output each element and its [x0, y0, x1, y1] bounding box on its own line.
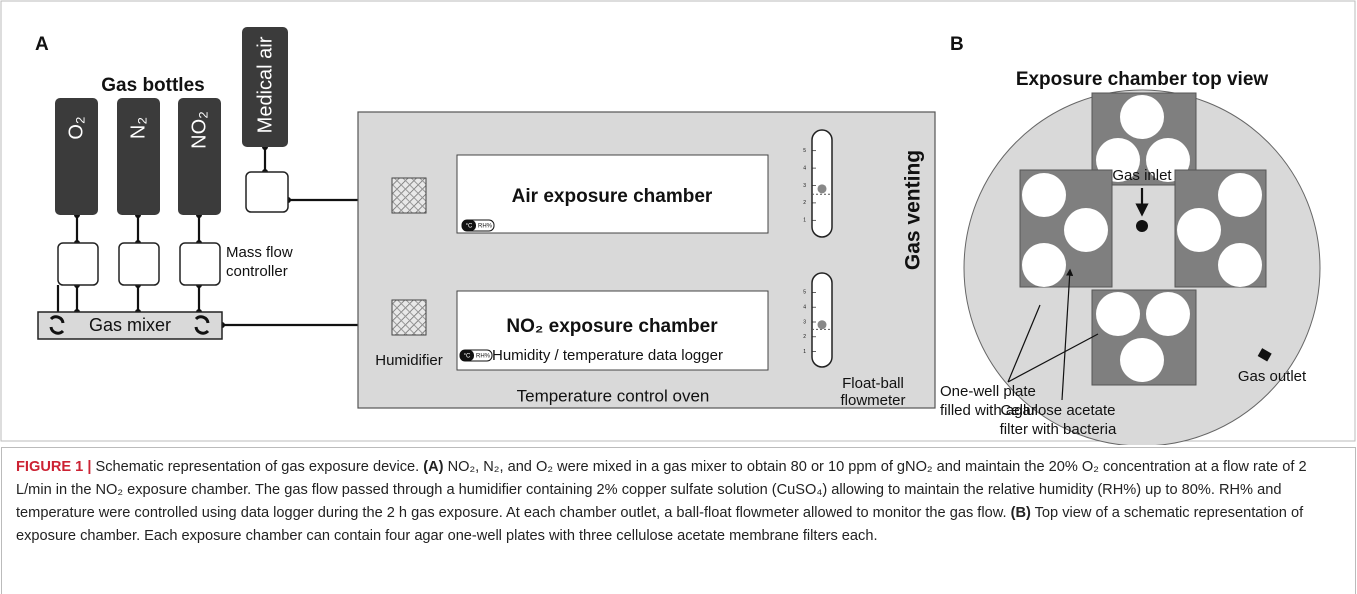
- label: Float-ball: [842, 375, 904, 392]
- bottle-label: N₂: [127, 117, 149, 139]
- icon-text: RH%: [478, 224, 493, 230]
- scale-label: 2: [803, 200, 806, 206]
- icon-text: °C: [464, 354, 471, 360]
- panel-label: B: [950, 34, 964, 55]
- panel-label: A: [35, 34, 49, 55]
- flowmeter-tube: [811, 272, 833, 368]
- scale-label: 3: [803, 183, 806, 189]
- plates: [1019, 92, 1267, 386]
- label: Temperature control oven: [517, 386, 710, 405]
- label: Gas mixer: [89, 315, 171, 335]
- humidifier: [391, 177, 427, 214]
- label: Gas outlet: [1238, 368, 1307, 385]
- filter: [1022, 243, 1066, 287]
- humidifier: [391, 299, 427, 336]
- outlet: [1257, 348, 1272, 362]
- leader: [1007, 304, 1041, 383]
- label: Cellulose acetate: [1000, 402, 1115, 419]
- label: Humidity / temperature data logger: [492, 347, 723, 364]
- diagram: A Gas bottles O₂ N₂ NO₂ Medical air: [0, 0, 1356, 445]
- gas-bottles: O₂ N₂ NO₂ Medical air: [55, 27, 288, 215]
- filter: [1096, 292, 1140, 336]
- caption-label: FIGURE 1 |: [16, 459, 92, 475]
- caption-text: Top view of a schematic representation o…: [16, 505, 1304, 544]
- caption-part: (A): [423, 459, 444, 475]
- icon-text: °C: [466, 224, 473, 230]
- filter: [1146, 292, 1190, 336]
- label: Gas inlet: [1112, 167, 1172, 184]
- filter: [1120, 338, 1164, 382]
- label: Mass flow: [226, 244, 293, 261]
- caption-text: NO₂, N₂, and O₂ were mixed in a gas mixe…: [16, 459, 1307, 521]
- scale-label: 3: [803, 319, 806, 325]
- scale-label: 5: [803, 148, 806, 154]
- caption: FIGURE 1 | Schematic representation of g…: [1, 447, 1356, 594]
- label: flowmeter: [840, 392, 905, 409]
- float-ball: [817, 184, 827, 194]
- scale-label: 2: [803, 334, 806, 340]
- flowmeter-tube: [811, 129, 833, 238]
- leader: [1061, 268, 1074, 401]
- logger-icon: °C RH% °C RH%: [459, 219, 495, 362]
- filter: [1064, 208, 1108, 252]
- leader: [1007, 333, 1099, 383]
- title: Gas bottles: [101, 75, 204, 96]
- filter: [1177, 208, 1221, 252]
- chamber: [456, 290, 769, 371]
- filter: [1022, 173, 1066, 217]
- icon-text: RH%: [476, 354, 491, 360]
- label: One-well plate: [940, 383, 1036, 400]
- filter: [1218, 173, 1262, 217]
- label: Humidifier: [375, 352, 443, 369]
- title: Exposure chamber top view: [1016, 69, 1269, 90]
- label: filter with bacteria: [1000, 421, 1117, 438]
- gas-mixer: Gas mixer: [37, 311, 223, 340]
- chamber: [456, 154, 769, 234]
- inlet: [1136, 220, 1148, 232]
- flow-controllers: [57, 171, 289, 286]
- label: Gas venting: [902, 150, 925, 270]
- label: controller: [226, 263, 288, 280]
- scale-label: 1: [803, 349, 806, 355]
- caption-part: (B): [1010, 505, 1031, 521]
- float-ball: [817, 320, 827, 330]
- caption-text: Schematic representation of gas exposure…: [95, 459, 420, 475]
- scale-label: 4: [803, 165, 806, 171]
- bottle-label: O₂: [65, 116, 87, 139]
- bottle-label: NO₂: [188, 111, 210, 149]
- scale-label: 5: [803, 290, 806, 296]
- flowmeters: 5 4 3 2 1 5 4 3 2 1: [803, 129, 833, 368]
- filter: [1120, 95, 1164, 139]
- label: Air exposure chamber: [512, 186, 713, 207]
- filter: [1218, 243, 1262, 287]
- bottle-label: Medical air: [254, 36, 276, 133]
- label: NO₂ exposure chamber: [506, 316, 718, 337]
- scale-label: 4: [803, 305, 806, 311]
- figure-border: [0, 0, 1356, 442]
- scale-label: 1: [803, 218, 806, 224]
- label: filled with agar: [940, 402, 1036, 419]
